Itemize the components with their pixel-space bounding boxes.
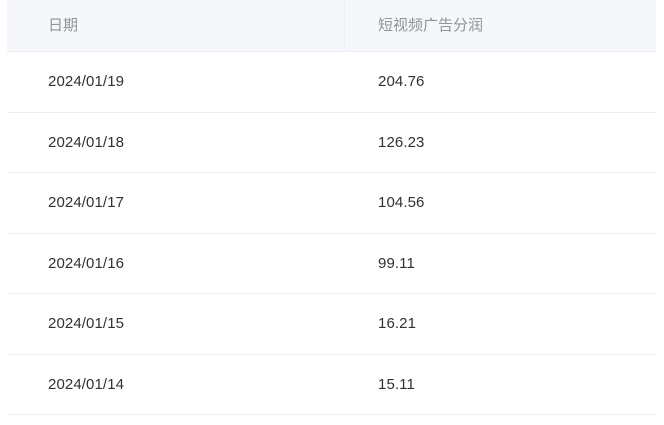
- table-row[interactable]: 2024/01/14 15.11: [7, 354, 656, 415]
- table-row[interactable]: 2024/01/17 104.56: [7, 173, 656, 234]
- cell-revenue: 16.21: [378, 315, 417, 332]
- cell-date: 2024/01/19: [48, 73, 125, 90]
- cell-revenue: 99.11: [378, 254, 415, 272]
- cell-date: 2024/01/17: [48, 194, 125, 211]
- table-header-row: 日期 短视频广告分润: [7, 0, 656, 52]
- revenue-table: 日期 短视频广告分润 2024/01/19 204.76 2024/01/18 …: [7, 0, 656, 425]
- table-row[interactable]: 2024/01/18 126.23: [7, 112, 656, 173]
- column-header-revenue[interactable]: 短视频广告分润: [378, 17, 484, 34]
- column-header-date[interactable]: 日期: [48, 17, 79, 34]
- cell-date: 2024/01/16: [48, 254, 125, 272]
- table-row[interactable]: 2024/01/15 16.21: [7, 294, 656, 355]
- cell-revenue: 15.11: [378, 375, 415, 393]
- table-row[interactable]: 2024/01/16 99.11: [7, 233, 656, 294]
- header-column-separator: [344, 0, 345, 52]
- cell-date: 2024/01/18: [48, 133, 125, 151]
- cell-revenue: 204.76: [378, 73, 425, 90]
- table-row[interactable]: 2024/01/19 204.76: [7, 52, 656, 113]
- cell-revenue: 104.56: [378, 194, 425, 211]
- table-body: 2024/01/19 204.76 2024/01/18 126.23 2024…: [7, 52, 656, 415]
- cell-date: 2024/01/15: [48, 315, 125, 332]
- cell-revenue: 126.23: [378, 133, 425, 151]
- cell-date: 2024/01/14: [48, 375, 125, 393]
